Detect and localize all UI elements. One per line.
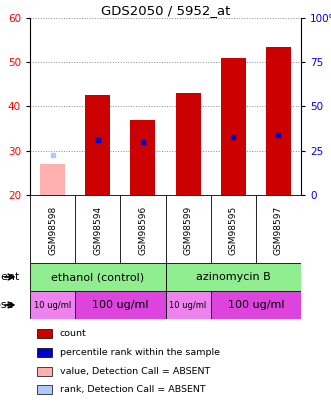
Bar	[166, 291, 211, 319]
Text: value, Detection Call = ABSENT: value, Detection Call = ABSENT	[60, 367, 210, 376]
Text: 100 ug/ml: 100 ug/ml	[228, 300, 284, 310]
Text: count: count	[60, 329, 86, 339]
Text: 10 ug/ml: 10 ug/ml	[169, 301, 207, 309]
Bar	[85, 96, 110, 195]
Text: GSM98595: GSM98595	[229, 206, 238, 255]
Bar	[266, 47, 291, 195]
Bar	[130, 120, 155, 195]
Bar	[176, 93, 201, 195]
Text: agent: agent	[0, 272, 19, 282]
Bar	[75, 291, 166, 319]
Text: 10 ug/ml: 10 ug/ml	[34, 301, 71, 309]
Bar	[30, 291, 75, 319]
Title: GDS2050 / 5952_at: GDS2050 / 5952_at	[101, 4, 230, 17]
Text: GSM98597: GSM98597	[274, 206, 283, 255]
Text: rank, Detection Call = ABSENT: rank, Detection Call = ABSENT	[60, 386, 206, 394]
Text: 100 ug/ml: 100 ug/ml	[92, 300, 149, 310]
Text: GSM98596: GSM98596	[138, 206, 147, 255]
Text: dose: dose	[0, 300, 14, 310]
Bar	[221, 58, 246, 195]
Bar	[211, 291, 301, 319]
Text: GSM98599: GSM98599	[184, 206, 193, 255]
Bar	[40, 164, 65, 195]
Text: ethanol (control): ethanol (control)	[51, 272, 144, 282]
Text: azinomycin B: azinomycin B	[196, 272, 271, 282]
Text: percentile rank within the sample: percentile rank within the sample	[60, 348, 220, 357]
Text: GSM98594: GSM98594	[93, 206, 102, 255]
Text: GSM98598: GSM98598	[48, 206, 57, 255]
Bar	[166, 263, 301, 291]
Bar	[30, 263, 166, 291]
